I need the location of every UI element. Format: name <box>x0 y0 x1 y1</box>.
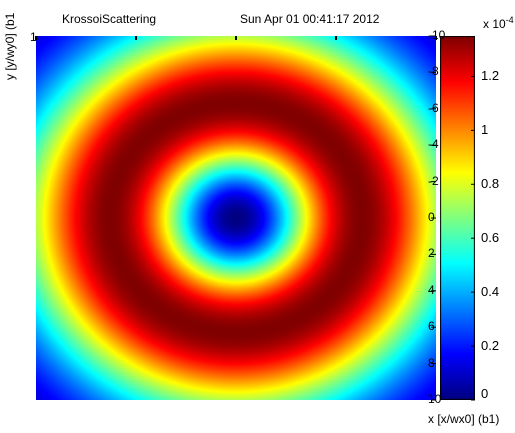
colorbar-tick-label: 1 <box>481 122 489 138</box>
y-tick-label: 8 <box>428 355 435 370</box>
colorbar-tick-label: 0.8 <box>481 176 500 192</box>
colorbar-exponent-base: x 10 <box>483 17 506 31</box>
y-tick-label: -8 <box>428 64 439 79</box>
colorbar-exponent-label: x 10-4 <box>483 15 514 31</box>
y-tick-label: 10 <box>428 392 442 406</box>
y-tick-label: -6 <box>428 100 439 115</box>
x-axis-label: x [x/wx0] (b1) <box>428 412 500 426</box>
y-tick-label: 0 <box>428 210 435 224</box>
plot-timestamp: Sun Apr 01 00:41:17 2012 <box>240 12 380 26</box>
colorbar-exponent-power: -4 <box>505 15 514 25</box>
y-tick-label: 6 <box>428 319 435 334</box>
y-tick-label: -4 <box>428 137 439 152</box>
colorbar <box>440 36 475 400</box>
colorbar-tick-label: 0.4 <box>481 284 500 300</box>
colorbar-tick-label: 0.2 <box>481 338 500 354</box>
colorbar-tick-label: 0.6 <box>481 230 500 246</box>
corner-label-left: 1 <box>30 30 37 44</box>
colorbar-tick-label: 0 <box>481 386 489 401</box>
y-tick-label: -2 <box>428 173 439 188</box>
y-tick-label: 2 <box>428 246 435 261</box>
colorbar-tick-label: 1.2 <box>481 68 500 84</box>
heatmap-image <box>36 36 436 400</box>
plot-title: KrossoiScattering <box>62 12 157 26</box>
y-tick-label: -10 <box>428 28 446 42</box>
y-tick-label: 4 <box>428 282 435 297</box>
